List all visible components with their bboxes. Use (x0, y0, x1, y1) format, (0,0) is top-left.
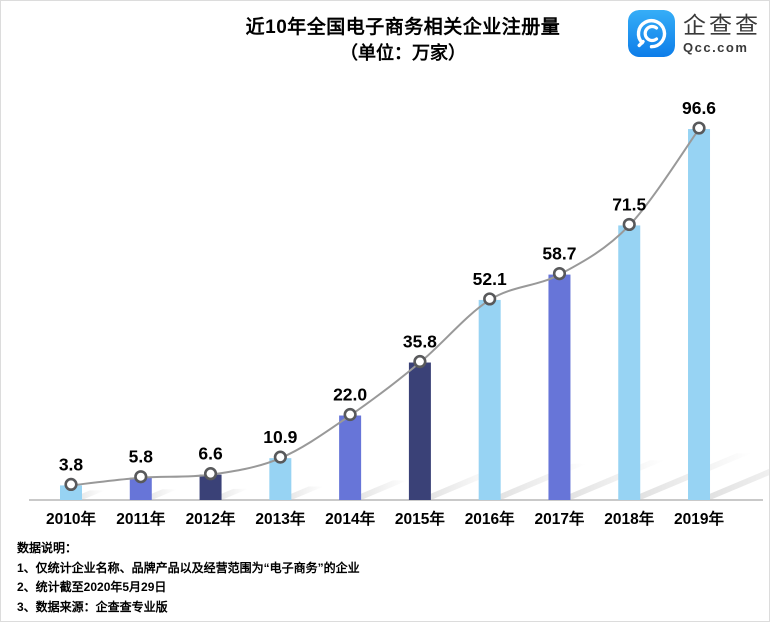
qcc-logo-domain: Qcc.com (683, 39, 749, 55)
chart-title-line1: 近10年全国电子商务相关企业注册量 (245, 17, 561, 38)
data-point-marker (203, 467, 218, 481)
bar-shadow (415, 472, 496, 500)
x-axis-label: 2016年 (465, 509, 515, 528)
qcc-logo: 企查查 Qcc.com (628, 10, 761, 57)
data-point-marker (483, 292, 497, 306)
chart-title: 近10年全国电子商务相关企业注册量 （单位：万家） (1, 15, 769, 65)
value-label: 52.1 (473, 269, 507, 289)
value-label: 3.8 (59, 454, 84, 474)
bar (478, 299, 501, 500)
x-axis-label: 2017年 (534, 509, 584, 528)
data-point-marker (64, 477, 78, 492)
bar (688, 129, 711, 500)
x-axis-label: 2010年 (46, 509, 96, 528)
data-notes: 数据说明： 1、仅统计企业名称、品牌产品以及经营范围为“电子商务”的企业 2、统… (17, 539, 360, 617)
bar (548, 274, 571, 500)
value-label: 22.0 (333, 385, 367, 405)
qcc-logo-text: 企查查 Qcc.com (683, 12, 761, 56)
value-label: 10.9 (263, 427, 297, 447)
data-point-marker (343, 407, 357, 422)
bar (199, 474, 222, 500)
bar (339, 415, 362, 500)
qcc-logo-name: 企查查 (683, 11, 761, 38)
x-axis-label: 2012年 (186, 509, 236, 528)
trend-line (70, 128, 700, 487)
bar (60, 485, 82, 500)
value-label: 71.5 (612, 194, 646, 214)
x-axis-label: 2011年 (116, 509, 166, 528)
data-point-marker (134, 470, 148, 484)
bar (129, 477, 152, 500)
data-point-marker (273, 450, 287, 464)
value-label: 58.7 (542, 244, 576, 264)
qcc-magnifier-icon (628, 10, 675, 57)
bar (269, 458, 292, 500)
x-axis-label: 2013年 (255, 509, 305, 528)
data-point-marker (622, 217, 636, 232)
bar-line-chart: 3.8 5.8 6.6 10.9 22.0 35.8 52.1 58.7 71.5 96.6 201… (29, 98, 769, 528)
chart-title-unit: （单位：万家） (340, 43, 466, 63)
notes-heading: 数据说明： (17, 541, 78, 555)
data-point-marker (413, 354, 427, 369)
value-label: 35.8 (403, 332, 437, 352)
value-label: 6.6 (198, 444, 223, 464)
note-item-2: 2、统计截至2020年5月29日 (17, 580, 167, 594)
x-axis-label: 2014年 (325, 509, 375, 528)
bar-shadow (346, 480, 408, 500)
bar (618, 225, 641, 500)
value-label: 96.6 (682, 98, 716, 118)
note-item-3: 3、数据来源：企查查专业版 (17, 599, 168, 614)
x-axis-label: 2019年 (674, 509, 724, 528)
x-axis-label: 2018年 (604, 509, 654, 528)
x-axis-label: 2015年 (395, 509, 445, 528)
bar-shadow (695, 468, 769, 500)
data-point-marker (692, 121, 706, 135)
data-point-marker (552, 266, 567, 281)
bar (408, 362, 431, 500)
note-item-1: 1、仅统计企业名称、品牌产品以及经营范围为“电子商务”的企业 (17, 560, 360, 575)
value-label: 5.8 (129, 447, 154, 467)
